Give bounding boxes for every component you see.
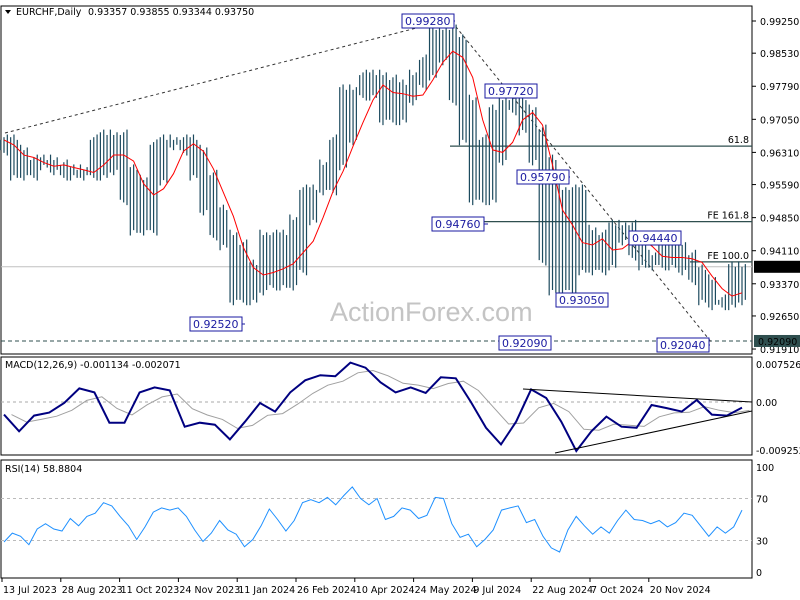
marked-level-box (754, 334, 800, 347)
x-tick-label: 11 Oct 2023 (121, 585, 180, 596)
watermark: ActionForex.com (330, 297, 533, 327)
x-tick-label: 13 Jul 2023 (3, 585, 57, 596)
x-tick-label: 9 Jul 2024 (473, 585, 521, 596)
x-tick-label: 11 Jan 2024 (238, 585, 295, 596)
x-tick-label: 28 Aug 2023 (62, 585, 123, 596)
price-panel: 0.99250 0.98530 0.97790 0.97050 0.96310 0.955… (0, 5, 800, 356)
annotation-box (401, 13, 455, 29)
annotation-label: 0.92520 (193, 318, 239, 331)
macd-tick-label: 0.00 (756, 398, 777, 409)
macd-title: MACD(12,26,9) -0.001134 -0.002071 (5, 360, 181, 371)
annotation-label: 0.92090 (502, 337, 548, 350)
annotation-box (431, 216, 485, 232)
macd-signal-line (11, 369, 750, 431)
y-tick-label: 0.97790 (760, 82, 799, 93)
y-tick-label: 0.99250 (760, 17, 799, 28)
annotation-box (498, 335, 552, 351)
y-tick-label: 0.94850 (760, 214, 799, 225)
y-tick-label: 0.98530 (760, 49, 799, 60)
macd-tick-label: 0.007526 (756, 360, 800, 371)
price-title: EURCHF,Daily 0.93357 0.93855 0.93344 0.9… (5, 7, 254, 18)
current-price-label: 0.93750 (758, 263, 797, 274)
x-tick-label: 24 Nov 2023 (179, 585, 240, 596)
x-tick-label: 7 Oct 2024 (591, 585, 644, 596)
annotation-label: 0.95790 (520, 171, 566, 184)
rsi-tick-label: 0 (756, 568, 762, 579)
moving-average-line (3, 50, 743, 297)
rsi-tick-label: 70 (756, 495, 768, 506)
collapse-triangle-icon[interactable] (5, 10, 11, 14)
y-tick-label: 0.94110 (760, 247, 799, 258)
annotation-box (516, 169, 570, 185)
annotation-label: 0.99280 (405, 15, 451, 28)
y-tick-label: 0.91910 (760, 345, 799, 356)
x-tick-label: 10 Apr 2024 (356, 585, 415, 596)
rsi-panel: 100 70 30 0 (0, 459, 774, 579)
symbol-title: EURCHF,Daily (16, 7, 82, 18)
annotation-box (628, 230, 682, 246)
y-tick-label: 0.92650 (760, 312, 799, 323)
y-tick-label: 0.97050 (760, 115, 799, 126)
trendline-dotted (4, 19, 449, 134)
fib-level-label: FE 100.0 (707, 251, 749, 262)
fib-level-label: FE 161.8 (707, 211, 749, 222)
y-tick-label: 0.93370 (760, 280, 799, 291)
annotation-box (484, 83, 538, 99)
annotation-box (656, 337, 710, 353)
y-tick-label: 0.96310 (760, 148, 799, 159)
rsi-title: RSI(14) 58.8804 (5, 464, 82, 475)
annotation-label: 0.97720 (488, 85, 534, 98)
marked-level-label: 0.92090 (758, 337, 797, 348)
annotation-label: 0.94440 (632, 232, 678, 245)
x-tick-label: 22 Aug 2024 (532, 585, 593, 596)
macd-line (3, 361, 743, 453)
trendline-dotted (451, 21, 713, 344)
fib-level-label: 61.8 (728, 135, 749, 146)
x-tick-label: 24 May 2024 (415, 585, 477, 596)
macd-trendline (554, 410, 753, 454)
price-frame (0, 5, 753, 355)
macd-tick-label: -0.009252 (756, 446, 800, 457)
annotation-box (555, 292, 609, 308)
macd-panel: 0.007526 0.00 -0.009252 (0, 356, 800, 457)
y-tick-label: 0.95590 (760, 181, 799, 192)
annotation-label: 0.94760 (435, 218, 481, 231)
rsi-frame (0, 459, 753, 579)
macd-frame (0, 356, 753, 456)
current-price-box (754, 260, 800, 273)
annotation-label: 0.93050 (559, 294, 605, 307)
ohlc-readout: 0.93357 0.93855 0.93344 0.93750 (88, 7, 254, 18)
macd-trendline (522, 388, 753, 403)
rsi-tick-label: 30 (756, 537, 768, 548)
x-tick-label: 26 Feb 2024 (297, 585, 356, 596)
annotation-label: 0.92040 (660, 339, 706, 352)
rsi-line (3, 486, 743, 553)
x-tick-label: 20 Nov 2024 (650, 585, 711, 596)
rsi-tick-label: 100 (756, 463, 774, 474)
annotation-box (189, 316, 243, 332)
